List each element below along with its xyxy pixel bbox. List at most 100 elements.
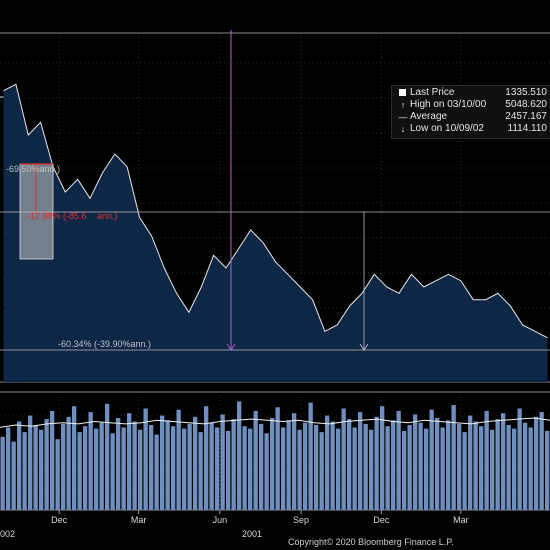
x-tick-label: Dec: [51, 515, 68, 525]
volume-bar: [446, 420, 451, 510]
volume-bar: [215, 427, 220, 510]
volume-bar: [127, 413, 132, 510]
annotation-label: ann.): [97, 211, 118, 221]
volume-bar: [83, 426, 88, 510]
volume-bar: [292, 413, 297, 510]
volume-bar: [253, 410, 258, 510]
volume-bar: [105, 403, 110, 510]
volume-bar: [380, 406, 385, 510]
volume-bar: [319, 432, 324, 510]
volume-bar: [259, 423, 264, 510]
volume-bar: [545, 430, 550, 510]
year-label: 002: [0, 529, 15, 539]
volume-bar: [479, 426, 484, 510]
volume-layer: [0, 401, 550, 510]
x-tick-label: Jun: [213, 515, 228, 525]
volume-bar: [490, 429, 495, 510]
volume-bar: [187, 423, 192, 510]
volume-bar: [110, 433, 115, 510]
volume-bar: [451, 405, 456, 510]
volume-bar: [506, 425, 511, 510]
volume-bar: [17, 421, 22, 510]
price-layer: [3, 83, 548, 383]
volume-bar: [242, 426, 247, 510]
volume-bar: [160, 415, 165, 510]
volume-bar: [88, 412, 93, 510]
annotation-label: -69.50%ann.): [6, 164, 60, 174]
legend-average: — Average 2457.167: [398, 111, 548, 123]
volume-bar: [44, 419, 49, 510]
volume-bar: [352, 427, 357, 510]
legend-box: Last Price 1335.510 ↑ High on 03/10/00 5…: [391, 85, 550, 139]
volume-bar: [385, 426, 390, 510]
volume-bar: [248, 428, 253, 510]
legend-label: Last Price: [410, 87, 455, 98]
volume-bar: [33, 425, 38, 510]
legend-value: 1335.510: [505, 87, 547, 98]
volume-bar: [182, 428, 187, 510]
volume-bar: [418, 422, 423, 510]
volume-bar: [457, 423, 462, 510]
volume-bar: [303, 422, 308, 510]
volume-bar: [193, 416, 198, 510]
volume-bar: [341, 408, 346, 510]
volume-bar: [226, 430, 231, 510]
volume-bar: [413, 414, 418, 510]
volume-bar: [165, 420, 170, 510]
volume-bar: [154, 434, 159, 510]
legend-high: ↑ High on 03/10/00 5048.620: [398, 99, 547, 111]
volume-bar: [22, 432, 27, 510]
volume-bar: [270, 418, 275, 510]
volume-bar: [391, 420, 396, 510]
legend-value: 5048.620: [505, 99, 547, 110]
volume-bar: [50, 410, 55, 510]
volume-bar: [66, 416, 71, 510]
square-icon: [399, 89, 406, 96]
volume-bar: [99, 422, 104, 510]
volume-bar: [358, 412, 363, 510]
volume-bar: [424, 428, 429, 510]
copyright-text: Copyright© 2020 Bloomberg Finance L.P.: [288, 537, 454, 547]
volume-bar: [462, 432, 467, 510]
volume-bar: [6, 427, 11, 510]
volume-bar: [149, 425, 154, 510]
volume-bar: [435, 418, 440, 510]
volume-bar: [171, 426, 176, 510]
annotation-label: -60.34% (-39.90%ann.): [58, 339, 151, 349]
volume-bar: [138, 429, 143, 510]
legend-last-price: Last Price 1335.510: [398, 87, 547, 99]
dash-icon: —: [398, 112, 408, 122]
volume-bar: [198, 432, 203, 510]
volume-bar: [39, 429, 44, 510]
volume-bar: [347, 419, 352, 510]
legend-label: Average: [410, 111, 448, 122]
volume-bar: [143, 408, 148, 510]
volume-bar: [204, 406, 209, 510]
legend-label: Low on 10/09/02: [410, 123, 484, 134]
volume-bar: [61, 423, 66, 510]
volume-bar: [28, 415, 33, 510]
volume-bar: [231, 419, 236, 510]
volume-bar: [517, 408, 522, 510]
volume-bar: [308, 402, 313, 510]
arrow-up-icon: ↑: [400, 100, 406, 110]
price-line: [3, 83, 548, 339]
volume-bar: [369, 429, 374, 510]
volume-bar: [363, 423, 368, 510]
volume-bar: [440, 427, 445, 510]
annotation-label: -17.98% (-85.6: [27, 211, 87, 221]
legend-value: 2457.167: [505, 111, 547, 122]
volume-bar: [286, 420, 291, 510]
volume-bar: [275, 407, 280, 510]
volume-bar: [132, 421, 137, 510]
x-tick-label: Mar: [453, 515, 469, 525]
price-area: [3, 84, 548, 383]
volume-bar: [539, 412, 544, 510]
volume-bar: [281, 427, 286, 510]
volume-bar: [484, 410, 489, 510]
volume-bar: [121, 427, 126, 510]
volume-bar: [429, 409, 434, 510]
arrow-down-icon: [359, 343, 369, 351]
volume-bar: [512, 428, 517, 510]
